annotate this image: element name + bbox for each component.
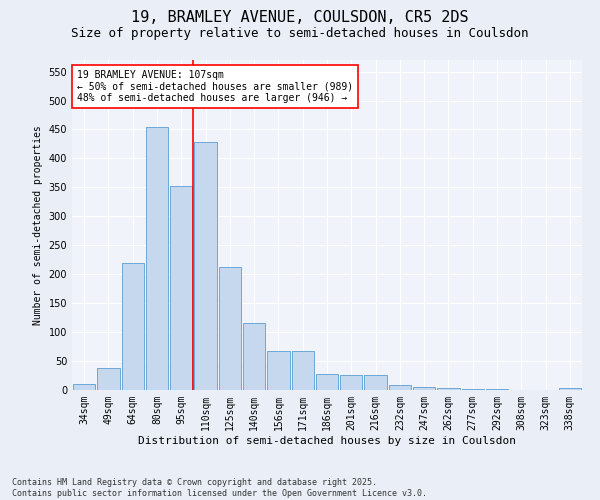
Bar xyxy=(364,375,387,390)
Bar xyxy=(437,388,460,390)
Bar xyxy=(170,186,193,390)
Bar xyxy=(340,375,362,390)
Text: Size of property relative to semi-detached houses in Coulsdon: Size of property relative to semi-detach… xyxy=(71,28,529,40)
Text: Contains HM Land Registry data © Crown copyright and database right 2025.
Contai: Contains HM Land Registry data © Crown c… xyxy=(12,478,427,498)
Bar xyxy=(316,374,338,390)
X-axis label: Distribution of semi-detached houses by size in Coulsdon: Distribution of semi-detached houses by … xyxy=(138,436,516,446)
Bar xyxy=(146,126,168,390)
Y-axis label: Number of semi-detached properties: Number of semi-detached properties xyxy=(33,125,43,325)
Bar xyxy=(243,324,265,390)
Text: 19 BRAMLEY AVENUE: 107sqm
← 50% of semi-detached houses are smaller (989)
48% of: 19 BRAMLEY AVENUE: 107sqm ← 50% of semi-… xyxy=(77,70,353,103)
Bar xyxy=(559,388,581,390)
Bar xyxy=(389,385,411,390)
Bar xyxy=(194,142,217,390)
Bar xyxy=(73,384,95,390)
Bar xyxy=(122,262,144,390)
Text: 19, BRAMLEY AVENUE, COULSDON, CR5 2DS: 19, BRAMLEY AVENUE, COULSDON, CR5 2DS xyxy=(131,10,469,25)
Bar xyxy=(413,387,436,390)
Bar xyxy=(97,368,119,390)
Bar xyxy=(218,266,241,390)
Bar xyxy=(292,350,314,390)
Bar xyxy=(267,350,290,390)
